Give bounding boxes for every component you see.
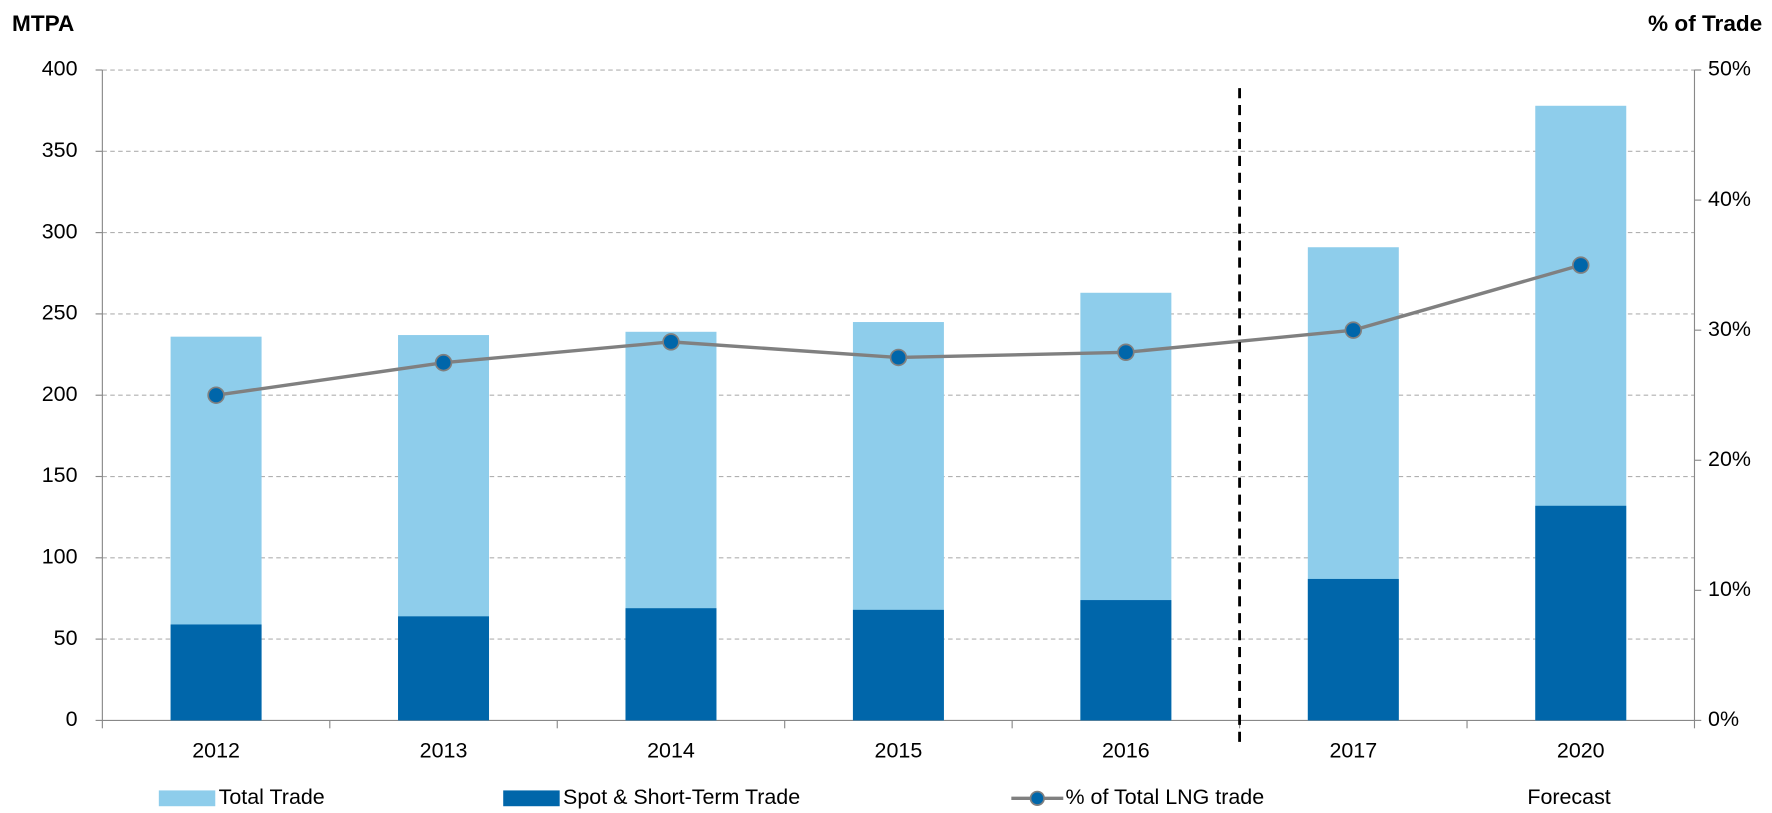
y2-tick-label: 20% [1708,447,1751,471]
bar [1307,578,1399,721]
y-tick-label: 100 [42,544,78,568]
legend-label: Total Trade [219,785,325,809]
y2-axis-title: % of Trade [1648,11,1762,36]
y-tick-label: 250 [42,301,78,325]
x-tick-label: 2020 [1557,739,1605,763]
y2-tick-label: 0% [1708,707,1739,731]
y-tick-label: 300 [42,219,78,243]
x-tick-label: 2015 [875,739,923,763]
bar [1080,600,1172,721]
x-tick-label: 2017 [1329,739,1377,763]
bar [398,616,490,721]
line-marker [889,348,908,367]
line-marker [662,333,680,351]
legend-label: Spot & Short-Term Trade [563,785,800,809]
legend-label: % of Total LNG trade [1066,785,1265,809]
bar [625,608,717,721]
legend-swatch [158,790,216,807]
bar [1535,505,1627,721]
x-tick-label: 2013 [420,739,468,763]
x-tick-label: 2012 [192,739,240,763]
y2-tick-label: 10% [1708,577,1751,601]
legend-marker [1029,790,1045,806]
y-tick-label: 0 [66,707,78,731]
line-marker [434,353,453,372]
y-tick-label: 350 [42,138,78,162]
line-marker [207,386,225,404]
x-tick-label: 2014 [647,739,695,763]
y-tick-label: 400 [42,57,78,81]
y-tick-label: 200 [42,382,78,406]
y-axis-title: MTPA [12,11,74,36]
bar [852,609,944,721]
y-tick-label: 150 [42,463,78,487]
line-marker [1572,256,1590,274]
legend-swatch [503,790,560,807]
y2-tick-label: 40% [1708,187,1751,211]
x-tick-label: 2016 [1102,739,1150,763]
bar [170,624,262,721]
line-marker [1344,321,1363,339]
y2-tick-label: 30% [1708,317,1751,341]
y-tick-label: 50 [54,626,78,650]
y2-tick-label: 50% [1708,57,1751,81]
line-marker [1117,343,1135,362]
legend-label: Forecast [1527,785,1610,809]
